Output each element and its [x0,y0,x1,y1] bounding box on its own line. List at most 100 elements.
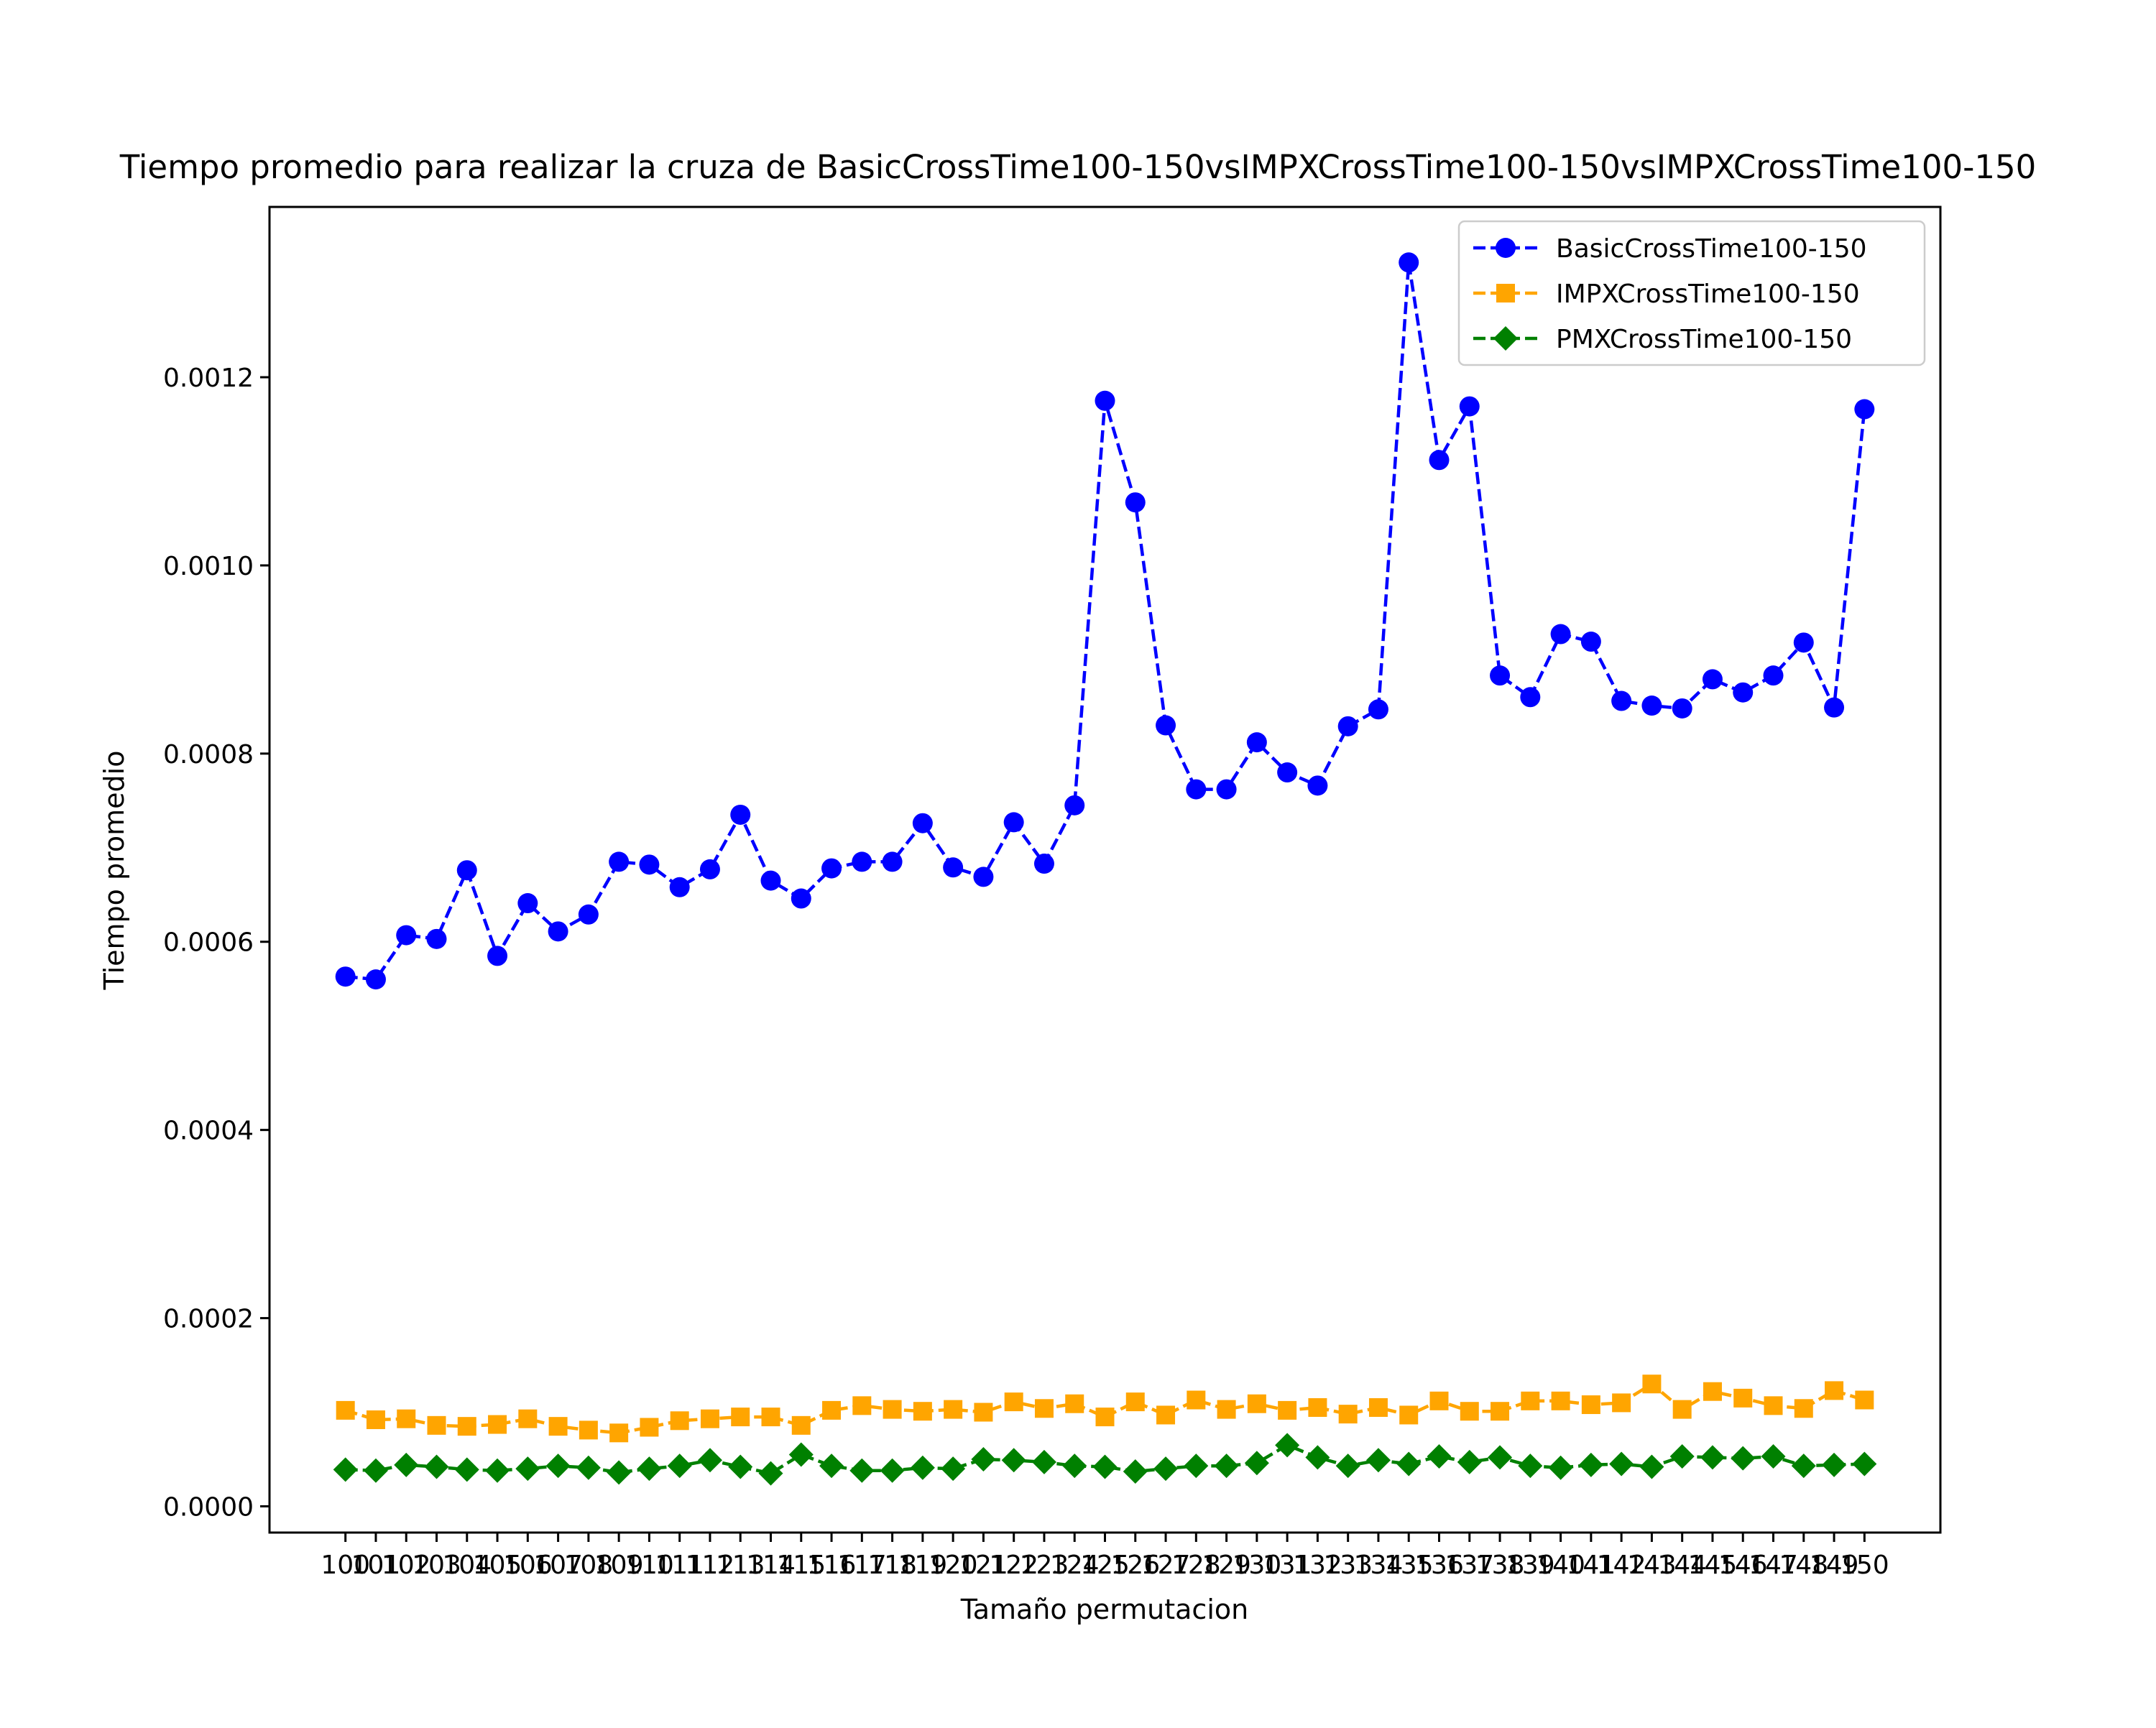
data-point [1457,1449,1482,1474]
data-point [1277,762,1298,783]
y-tick-label: 0.0002 [163,1305,254,1334]
data-point [1822,1452,1847,1477]
data-point [941,1456,966,1482]
data-point [669,877,690,897]
data-point [1125,492,1146,513]
legend-label: PMXCrossTime100-150 [1556,325,1852,354]
data-point [579,1420,598,1440]
data-point [1092,1454,1118,1479]
y-tick-label: 0.0008 [163,740,254,770]
x-tick-label: 136 [1414,1551,1464,1580]
data-point [1308,1397,1327,1417]
data-point [849,1458,875,1483]
data-point [761,1408,780,1427]
data-point [456,860,477,881]
data-point [1703,1382,1722,1401]
x-tick-label: 112 [686,1551,735,1580]
x-tick-label: 135 [1384,1551,1434,1580]
x-tick-label: 116 [807,1551,857,1580]
y-tick-label: 0.0000 [163,1492,254,1522]
y-tick-label: 0.0006 [163,928,254,958]
x-tick-label: 146 [1718,1551,1768,1580]
legend-marker [1496,238,1516,258]
data-point [1247,1394,1266,1413]
x-tick-label: 140 [1536,1551,1585,1580]
x-tick-label: 111 [655,1551,704,1580]
data-point [1551,1391,1570,1410]
x-tick-label: 138 [1475,1551,1525,1580]
data-point [1429,1391,1449,1410]
data-point [788,1442,814,1467]
data-point [487,946,508,966]
data-point [699,859,720,879]
data-point [1855,1390,1874,1410]
x-tick-label: 113 [716,1551,765,1580]
x-tick-label: 124 [1050,1551,1100,1580]
data-point [1578,1452,1603,1477]
data-point [1307,775,1328,796]
x-tick-label: 139 [1506,1551,1555,1580]
data-point [1488,1445,1513,1470]
x-tick-label: 120 [929,1551,978,1580]
data-point [457,1417,476,1436]
data-point [607,1460,632,1485]
data-point [1396,1451,1422,1477]
data-point [700,1409,719,1428]
data-point [545,1454,571,1479]
data-point [819,1454,844,1479]
data-point [670,1411,689,1431]
data-point [1187,1390,1206,1410]
data-point [1153,1456,1179,1482]
x-tick-label: 115 [776,1551,826,1580]
legend-label: IMPXCrossTime100-150 [1556,279,1860,309]
data-point [852,851,872,872]
data-point [333,1457,358,1482]
data-point [609,851,630,872]
data-point [1459,396,1480,417]
x-tick-label: 147 [1749,1551,1798,1580]
data-point [852,1396,872,1415]
data-point [1337,716,1358,736]
data-point [363,1458,388,1483]
series-3 [333,1433,1877,1486]
data-point [609,1423,629,1443]
x-tick-label: 122 [989,1551,1038,1580]
data-point [366,1410,385,1429]
data-point [1399,252,1419,273]
data-point [882,851,903,872]
data-point [637,1456,662,1482]
x-tick-label: 102 [382,1551,431,1580]
data-point [517,893,538,914]
data-point [1216,779,1237,800]
data-point [1368,699,1388,720]
x-tick-label: 132 [1293,1551,1342,1580]
data-point [1669,1444,1695,1469]
data-point [1700,1445,1725,1470]
data-point [365,969,386,990]
data-point [821,858,842,879]
data-point [1609,1451,1634,1477]
x-tick-label: 126 [1110,1551,1160,1580]
data-point [576,1455,601,1480]
x-tick-label: 114 [746,1551,796,1580]
data-point [488,1415,507,1434]
data-point [1186,779,1207,800]
data-point [1639,1454,1664,1479]
data-point [335,966,356,987]
data-point [548,1417,568,1436]
data-point [1123,1459,1148,1484]
data-point [910,1455,935,1480]
series-1 [335,252,1875,990]
data-point [1521,1391,1540,1410]
x-tick-label: 148 [1779,1551,1828,1580]
x-tick-label: 137 [1445,1551,1494,1580]
x-tick-label: 118 [867,1551,917,1580]
x-tick-label: 141 [1567,1551,1616,1580]
data-point [1852,1451,1877,1477]
data-point [1064,795,1085,816]
data-point [1368,1397,1388,1417]
data-point [1611,690,1632,711]
data-point [1125,1392,1145,1412]
data-point [518,1409,538,1428]
